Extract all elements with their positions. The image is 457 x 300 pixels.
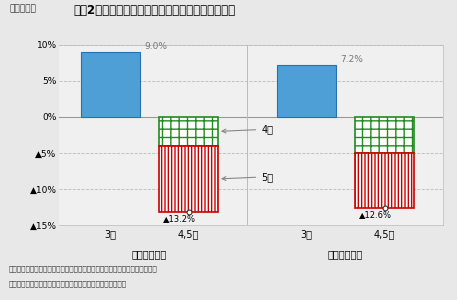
Bar <box>277 65 335 117</box>
Text: （出所）経済産業省「商業販売統計」、総務省「家計調査」: （出所）経済産業省「商業販売統計」、総務省「家計調査」 <box>9 280 127 287</box>
Text: 実質消費支出: 実質消費支出 <box>328 249 363 259</box>
Text: ▲12.6%: ▲12.6% <box>359 210 392 219</box>
Text: 小売業販売額: 小売業販売額 <box>132 249 167 259</box>
Bar <box>159 117 218 146</box>
Text: 4月: 4月 <box>222 124 273 134</box>
Bar <box>159 146 218 212</box>
Bar <box>355 117 414 153</box>
Text: ▲13.2%: ▲13.2% <box>163 214 196 223</box>
Text: 9.0%: 9.0% <box>144 43 167 52</box>
Text: （注）小売販売額は消費者物価指数（持家の帰属家賞を除く総合）で実質化: （注）小売販売額は消費者物価指数（持家の帰属家賞を除く総合）で実質化 <box>9 266 158 272</box>
Text: （前年比）: （前年比） <box>9 4 36 14</box>
Bar <box>81 52 140 117</box>
Text: 図袅2　実質ベースで見た消費増税前後の消費動向: 図袅2 実質ベースで見た消費増税前後の消費動向 <box>73 4 235 17</box>
Text: 5月: 5月 <box>222 172 273 182</box>
Text: 7.2%: 7.2% <box>340 56 363 64</box>
Bar <box>355 153 414 208</box>
